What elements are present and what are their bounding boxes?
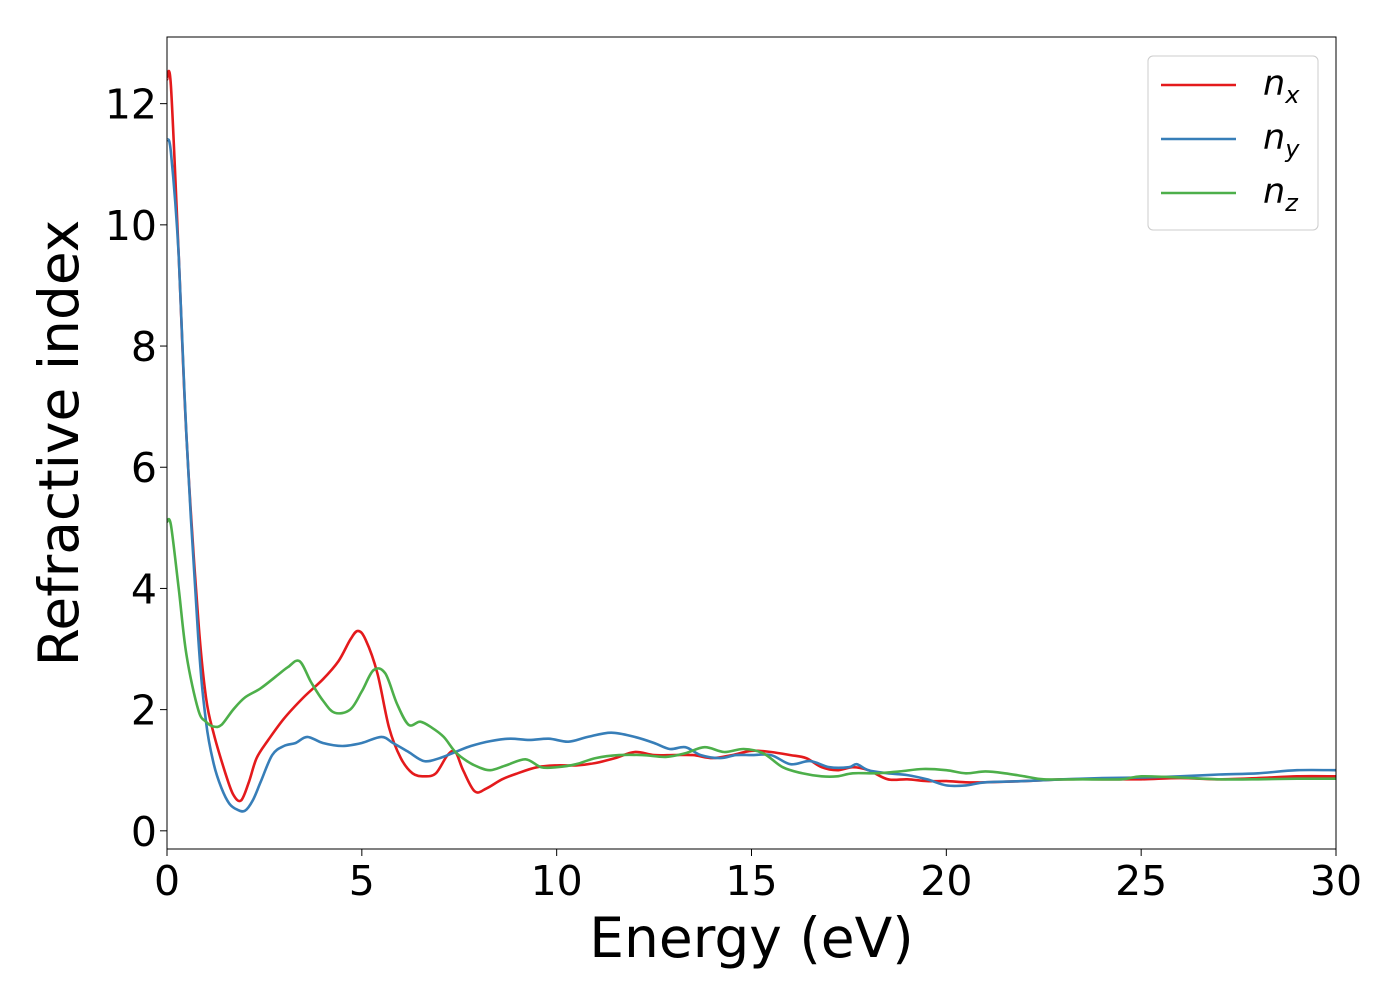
legend-label-subscript: x	[1284, 81, 1300, 109]
x-tick-label: 20	[920, 857, 972, 905]
legend-label-nz: nz	[1263, 172, 1299, 217]
x-tick-label: 30	[1310, 857, 1362, 905]
y-tick-label: 8	[131, 323, 157, 371]
series-line-nx	[167, 69, 1336, 803]
y-tick-label: 10	[105, 202, 157, 250]
legend-label-ny: ny	[1263, 118, 1300, 163]
legend-label-main: n	[1263, 118, 1285, 158]
legend-label-main: n	[1263, 172, 1285, 212]
legend-label-main: n	[1263, 64, 1285, 104]
legend-box	[1147, 55, 1319, 231]
y-tick-label: 6	[131, 444, 157, 492]
y-tick-label: 4	[131, 565, 157, 613]
axis-ticks: 0 5 10 15 20 25 30 0 2 4 6 8 10 12	[105, 81, 1362, 905]
legend-label-subscript: z	[1284, 189, 1299, 217]
x-tick-label: 15	[725, 857, 777, 905]
legend-label-nx: nx	[1263, 64, 1300, 109]
plot-frame	[166, 36, 1337, 850]
y-tick-label: 12	[105, 81, 157, 129]
series-lines	[167, 69, 1336, 813]
y-axis-title: Refractive index	[27, 220, 91, 667]
series-line-nz	[167, 517, 1336, 781]
x-tick-label: 25	[1115, 857, 1167, 905]
x-tick-label: 10	[531, 857, 583, 905]
x-tick-label: 0	[154, 857, 180, 905]
series-line-ny	[167, 138, 1336, 813]
x-tick-label: 5	[349, 857, 375, 905]
x-axis-title: Energy (eV)	[589, 906, 913, 970]
y-tick-label: 0	[131, 808, 157, 856]
y-tick-label: 2	[131, 687, 157, 735]
legend-label-subscript: y	[1284, 135, 1300, 163]
